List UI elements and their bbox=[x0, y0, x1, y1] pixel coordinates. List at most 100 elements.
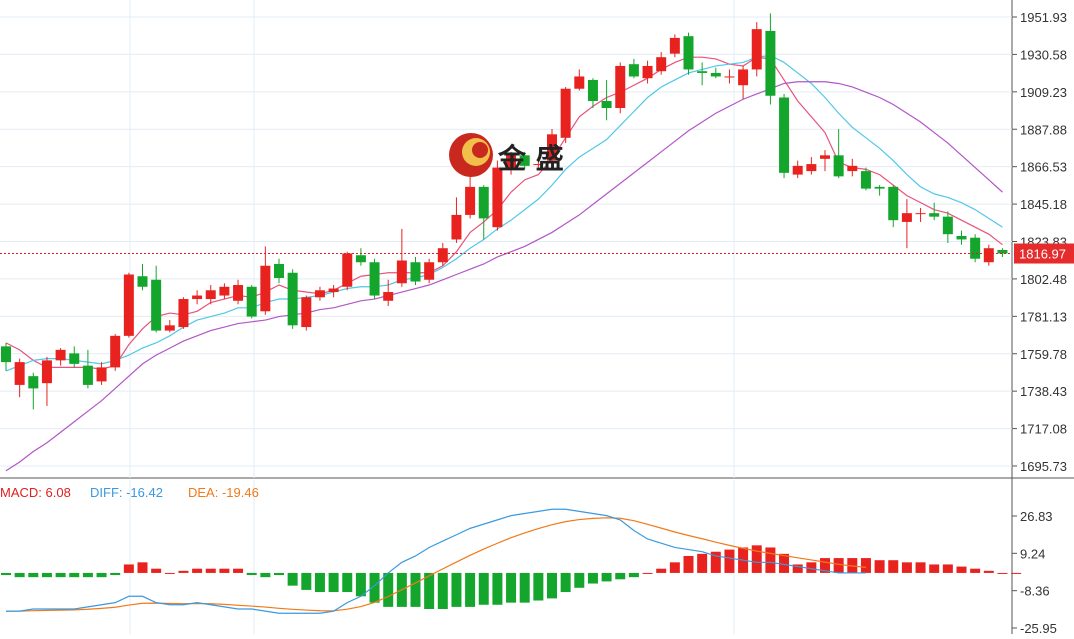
candle-body bbox=[697, 71, 708, 73]
candle-body bbox=[860, 171, 871, 189]
macd-tick-label: 9.24 bbox=[1020, 546, 1045, 561]
price-tick-label: 1930.58 bbox=[1020, 47, 1067, 62]
macd-histogram-bar bbox=[219, 568, 230, 573]
moving-average-layer bbox=[5, 54, 1003, 472]
price-tick-label: 1909.23 bbox=[1020, 85, 1067, 100]
candle-body bbox=[1, 346, 11, 363]
macd-histogram-bar bbox=[437, 572, 448, 610]
macd-histogram-bar bbox=[956, 566, 967, 573]
candle-body bbox=[738, 69, 749, 86]
macd-histogram-bar bbox=[710, 551, 721, 573]
macd-histogram-bar bbox=[192, 568, 203, 573]
candle-body bbox=[915, 213, 926, 215]
macd-histogram-bar bbox=[628, 572, 639, 578]
macd-tick-label: -8.36 bbox=[1020, 584, 1050, 599]
macd-legend-macd: MACD: 6.08 bbox=[0, 485, 71, 500]
candle-body bbox=[506, 155, 517, 168]
candle-body bbox=[123, 274, 134, 336]
candle-body bbox=[765, 30, 776, 96]
candle-body bbox=[792, 165, 803, 175]
candle-body bbox=[137, 276, 148, 287]
macd-histogram-bar bbox=[901, 562, 912, 573]
macd-histogram-bar bbox=[724, 549, 735, 573]
macd-histogram-bar bbox=[110, 572, 121, 576]
candle-body bbox=[192, 295, 203, 300]
macd-histogram-bar bbox=[96, 572, 107, 578]
candle-body bbox=[820, 155, 830, 159]
price-tick-label: 1951.93 bbox=[1020, 10, 1067, 25]
macd-tick-label: -25.95 bbox=[1020, 621, 1057, 634]
macd-histogram-bar bbox=[369, 572, 380, 603]
candle-body bbox=[41, 360, 52, 384]
candle-body bbox=[983, 248, 994, 263]
price-axis-layer: 1951.93 1930.58 1909.23 1887.88 1866.53 1845.… bbox=[0, 10, 1074, 636]
macd-histogram-bar bbox=[519, 572, 530, 603]
candle-body bbox=[533, 164, 544, 166]
macd-histogram-bar bbox=[355, 572, 366, 597]
candle-body bbox=[724, 76, 735, 78]
macd-histogram-bar bbox=[478, 572, 489, 605]
candle-body bbox=[205, 290, 216, 300]
macd-histogram-bar bbox=[929, 564, 940, 573]
logo-core-icon bbox=[472, 142, 488, 158]
candle-body bbox=[997, 249, 1008, 254]
macd-histogram-bar bbox=[615, 572, 626, 580]
macd-histogram-bar bbox=[383, 572, 394, 607]
macd-histogram-bar bbox=[888, 560, 899, 573]
macd-histogram-bar bbox=[301, 572, 312, 590]
macd-histogram-bar bbox=[533, 572, 544, 601]
candle-body bbox=[164, 325, 175, 331]
candle-body bbox=[14, 362, 25, 385]
candle-body bbox=[901, 213, 912, 222]
macd-histogram-bar bbox=[69, 572, 80, 578]
candle-body bbox=[233, 285, 244, 301]
macd-histogram-bar bbox=[874, 560, 885, 573]
candle-body bbox=[383, 292, 394, 301]
candle-body bbox=[847, 165, 858, 172]
candle-body bbox=[260, 265, 271, 312]
candle-body bbox=[342, 253, 353, 287]
macd-histogram-bar bbox=[997, 572, 1008, 574]
candle-body bbox=[219, 286, 230, 296]
macd-histogram-bar bbox=[205, 568, 216, 573]
price-tick-label: 1887.88 bbox=[1020, 122, 1067, 137]
candle-body bbox=[369, 262, 380, 296]
macd-histogram-bar bbox=[41, 572, 52, 578]
candle-body bbox=[874, 186, 885, 189]
candle-body bbox=[69, 353, 80, 364]
candle-body bbox=[301, 297, 312, 328]
macd-histogram-bar bbox=[683, 555, 694, 573]
macd-histogram-bar bbox=[560, 572, 571, 593]
candle-body bbox=[355, 255, 366, 263]
macd-histogram-bar bbox=[123, 564, 134, 573]
moving-average-line-3 bbox=[5, 81, 1003, 472]
candle-body bbox=[96, 367, 107, 382]
candle-body bbox=[656, 57, 667, 72]
macd-histogram-bar bbox=[328, 572, 339, 593]
candle-body bbox=[683, 36, 694, 70]
candle-body bbox=[669, 37, 680, 54]
macd-tick-label: 26.83 bbox=[1020, 509, 1053, 524]
macd-histogram-bar bbox=[14, 572, 25, 578]
candle-body bbox=[519, 155, 530, 166]
candle-body bbox=[779, 97, 790, 173]
macd-histogram-bar bbox=[274, 572, 284, 576]
candle-body bbox=[274, 263, 284, 279]
macd-histogram-bar bbox=[451, 572, 462, 607]
macd-histogram-bar bbox=[669, 562, 680, 573]
price-tick-label: 1695.73 bbox=[1020, 459, 1067, 474]
current-price-label: 1816.97 bbox=[1019, 247, 1066, 262]
macd-histogram-bar bbox=[779, 553, 790, 573]
macd-histogram-bar bbox=[260, 572, 271, 578]
macd-histogram-bar bbox=[246, 572, 257, 576]
candle-body bbox=[942, 216, 953, 235]
candle-body bbox=[751, 29, 762, 70]
macd-histogram-bar bbox=[574, 572, 585, 588]
dea-line bbox=[6, 517, 867, 612]
macd-histogram-bar bbox=[137, 562, 148, 573]
macd-histogram-bar bbox=[942, 564, 953, 573]
macd-histogram-bar bbox=[314, 572, 325, 593]
candle-body bbox=[710, 72, 721, 77]
candle-body bbox=[178, 299, 189, 328]
